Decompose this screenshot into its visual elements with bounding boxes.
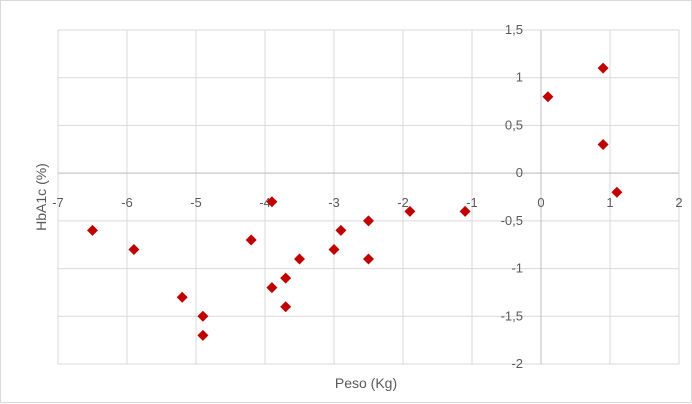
data-point	[280, 272, 292, 284]
data-point	[197, 329, 209, 341]
y-tick-label: -1,5	[501, 308, 523, 323]
data-point	[197, 310, 209, 322]
data-point	[597, 62, 609, 74]
x-tick-label: -7	[52, 195, 64, 210]
data-point	[266, 196, 278, 208]
x-axis-title: Peso (Kg)	[335, 375, 397, 391]
y-tick-label: 1	[516, 70, 523, 85]
x-tick-label: -6	[121, 195, 133, 210]
data-point	[542, 91, 554, 103]
data-point	[459, 205, 471, 217]
x-tick-label: -1	[466, 195, 478, 210]
data-point	[266, 282, 278, 294]
x-tick-labels: -7 -6 -5 -4 -3 -2 -1 0 1 2	[52, 195, 682, 210]
y-tick-label: 0	[516, 165, 523, 180]
data-point	[280, 301, 292, 313]
x-tick-label: -2	[397, 195, 409, 210]
y-tick-label: -1	[511, 261, 523, 276]
x-tick-label: 2	[675, 195, 682, 210]
data-point	[128, 243, 140, 255]
data-point	[87, 224, 98, 236]
data-point	[245, 234, 257, 246]
y-tick-labels: -2 -1,5 -1 -0,5 0 0,5 1 1,5	[501, 22, 523, 371]
x-tick-label: -3	[328, 195, 340, 210]
x-tick-label: -4	[259, 195, 271, 210]
data-points	[87, 62, 623, 341]
horizontal-gridlines	[58, 29, 679, 365]
y-tick-label: 1,5	[505, 22, 523, 37]
y-tick-label: 0,5	[505, 117, 523, 132]
data-point	[328, 243, 340, 255]
data-point	[294, 253, 305, 265]
data-point	[363, 253, 374, 265]
x-tick-label: 1	[606, 195, 613, 210]
y-tick-label: -2	[511, 356, 523, 371]
data-point	[176, 291, 188, 303]
data-point	[597, 139, 609, 151]
vertical-gridlines	[57, 30, 680, 364]
data-point	[404, 205, 416, 217]
data-point	[363, 215, 374, 227]
x-tick-label: -5	[190, 195, 202, 210]
y-axis-title: HbA1c (%)	[33, 163, 49, 231]
data-point	[335, 224, 347, 236]
y-tick-label: -0,5	[501, 213, 523, 228]
x-tick-label: 0	[537, 195, 544, 210]
data-point	[611, 186, 623, 198]
